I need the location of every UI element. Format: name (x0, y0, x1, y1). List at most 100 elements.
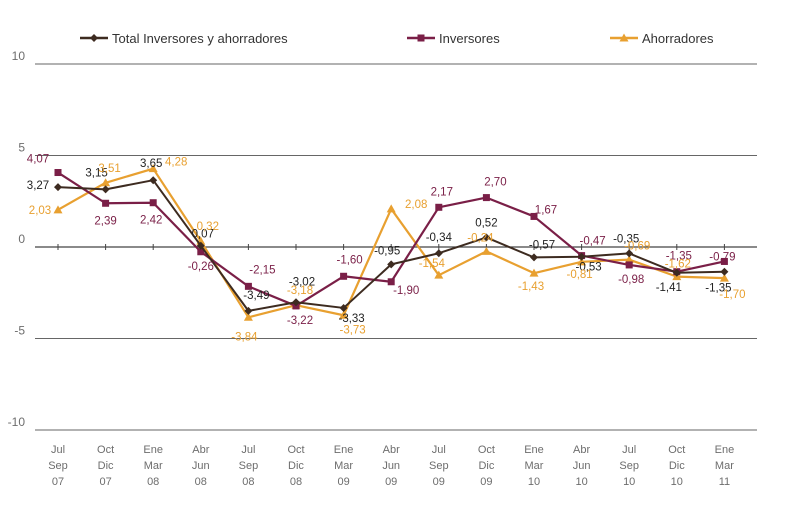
data-label: -3,22 (287, 315, 313, 327)
data-label: -3,02 (289, 276, 315, 288)
data-point (54, 183, 62, 192)
x-tick-label: 08 (290, 476, 302, 488)
data-point (101, 185, 110, 194)
data-point (339, 303, 348, 312)
data-label: -3,84 (231, 331, 258, 343)
x-tick-label: Sep (619, 460, 639, 472)
y-axis-ticks: 10 5 0 -5 -10 (8, 49, 26, 429)
data-label: -0,79 (709, 251, 735, 263)
x-tick-label: Abr (383, 444, 400, 456)
data-label: -3,33 (338, 313, 364, 325)
x-tick-label: Dic (669, 460, 685, 472)
data-label: -1,90 (393, 285, 419, 297)
data-label: 2,17 (431, 186, 453, 198)
x-tick-label: Jul (51, 444, 65, 456)
y-tick-label: 5 (18, 141, 25, 155)
data-point (529, 268, 539, 277)
data-point (339, 310, 349, 319)
x-tick-label: 10 (528, 476, 540, 488)
data-point (672, 268, 681, 277)
data-point (577, 252, 586, 261)
data-point (149, 199, 157, 207)
gridlines (35, 63, 757, 431)
data-label: -1,35 (666, 251, 692, 263)
data-label: -1,43 (518, 281, 544, 293)
x-tick-label: Sep (48, 460, 68, 472)
y-tick-label: -5 (14, 324, 25, 338)
data-point (197, 248, 205, 256)
data-label: 0,32 (197, 221, 219, 233)
data-label: 0,07 (192, 229, 214, 241)
x-tick-label: Sep (429, 460, 449, 472)
x-tick-label: 10 (575, 476, 587, 488)
data-point (625, 249, 634, 258)
data-point (149, 176, 158, 185)
x-tick-label: 11 (719, 476, 730, 488)
x-tick-label: 09 (337, 476, 349, 488)
data-point (482, 194, 490, 202)
data-point (387, 278, 395, 286)
data-label: -1,70 (719, 289, 745, 301)
data-point (577, 257, 587, 266)
data-label: 2,42 (140, 215, 162, 227)
data-label: -0,69 (624, 241, 650, 253)
x-tick-label: Ene (715, 444, 735, 456)
x-tick-label: Mar (715, 460, 734, 472)
data-label: -0,57 (529, 239, 555, 251)
data-point (243, 312, 253, 321)
data-label: -0,98 (618, 274, 644, 286)
data-point (54, 169, 62, 177)
x-tick-label: Dic (98, 460, 114, 472)
x-tick-label: Jul (622, 444, 636, 456)
x-tick-label: Dic (288, 460, 304, 472)
x-tick-label: 09 (480, 476, 492, 488)
data-label: 4,07 (27, 154, 49, 166)
x-tick-label: Jun (382, 460, 400, 472)
data-point (101, 178, 111, 187)
legend-label: Total Inversores y ahorradores (112, 31, 288, 46)
data-label: 4,28 (165, 157, 187, 169)
series-group (53, 164, 729, 321)
data-label: 0,52 (475, 217, 497, 229)
x-tick-label: 08 (147, 476, 159, 488)
x-tick-label: Jul (241, 444, 255, 456)
x-tick-label: 10 (623, 476, 635, 488)
data-point (619, 33, 629, 42)
data-point (434, 270, 444, 279)
data-label: 2,70 (484, 177, 506, 189)
data-point (530, 212, 538, 220)
data-label: -1,62 (665, 259, 691, 271)
data-point (482, 233, 491, 242)
data-point (719, 273, 729, 282)
data-label: -0,53 (575, 262, 601, 274)
data-point (625, 261, 633, 269)
data-label: 2,39 (94, 215, 116, 227)
data-point (292, 298, 300, 307)
legend: Total Inversores y ahorradores Inversores… (80, 31, 714, 46)
data-point (434, 249, 443, 258)
x-tick-label: Oct (97, 444, 114, 456)
data-point (417, 34, 425, 42)
x-tick-label: Oct (287, 444, 304, 456)
data-label: -0,81 (566, 269, 592, 281)
data-label: 2,08 (405, 199, 427, 211)
x-tick-label: Mar (144, 460, 163, 472)
data-point (53, 205, 63, 214)
x-tick-label: 09 (433, 476, 445, 488)
data-label: -3,73 (339, 324, 365, 336)
y-tick-label: 0 (18, 232, 25, 246)
y-tick-label: 10 (12, 49, 26, 63)
data-label: -0,95 (374, 245, 400, 257)
x-axis-ticks: Jul Sep 07 Oct Dic 07 Ene Mar 08 Abr Jun 08 Jul Sep 08… (48, 444, 734, 488)
data-point (90, 34, 98, 42)
data-label: 3,65 (140, 158, 162, 170)
x-tick-label: Mar (334, 460, 353, 472)
data-labels: 3,27 3,15 3,65 0,07 -3,49 -3,02 -3,33 -0,95 -0,3… (27, 154, 746, 344)
data-label: 3,15 (85, 167, 107, 179)
data-point (720, 267, 729, 276)
data-label: -1,41 (656, 282, 682, 294)
data-point (624, 255, 634, 264)
data-point (720, 257, 728, 265)
x-tick-label: Abr (573, 444, 590, 456)
